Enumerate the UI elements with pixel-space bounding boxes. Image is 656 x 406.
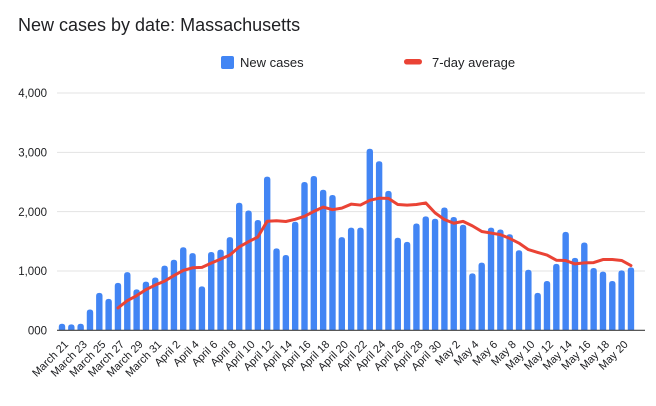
bar-april-21[interactable]: [347, 227, 355, 331]
y-tick-label: 2,000: [18, 207, 47, 219]
bar-may-11[interactable]: [534, 292, 541, 331]
bar-april-14[interactable]: [282, 254, 290, 331]
bar-may-16[interactable]: [581, 242, 588, 331]
bar-april-4[interactable]: [189, 253, 196, 331]
bar-may-4[interactable]: [469, 273, 476, 331]
bar-april-29[interactable]: [422, 216, 429, 331]
bar-april-12[interactable]: [263, 176, 271, 331]
bar-april-8[interactable]: [226, 237, 234, 331]
bar-april-25[interactable]: [385, 190, 392, 331]
bar-april-10[interactable]: [245, 210, 252, 331]
bar-may-2[interactable]: [450, 216, 457, 331]
bar-march-26[interactable]: [105, 298, 112, 331]
bar-may-5[interactable]: [478, 262, 485, 331]
bar-may-3[interactable]: [459, 224, 467, 331]
y-tick-label: 4,000: [18, 88, 47, 100]
bar-march-22[interactable]: [68, 324, 75, 331]
bar-april-1[interactable]: [161, 265, 168, 331]
bar-may-18[interactable]: [599, 271, 607, 331]
bar-april-18[interactable]: [319, 189, 327, 331]
bar-april-23[interactable]: [366, 148, 373, 331]
bar-april-30[interactable]: [431, 218, 439, 331]
bar-april-2[interactable]: [170, 259, 178, 331]
new-cases-swatch-icon: [221, 56, 234, 69]
bar-march-29[interactable]: [133, 289, 140, 331]
y-tick-label: 1,000: [18, 266, 47, 278]
bar-april-24[interactable]: [375, 161, 383, 331]
y-tick-label: 3,000: [18, 148, 47, 160]
bar-april-26[interactable]: [394, 237, 401, 331]
seven-day-average-legend-label: 7-day average: [432, 55, 515, 70]
bar-may-6[interactable]: [487, 227, 495, 331]
bar-may-20[interactable]: [618, 270, 625, 331]
bar-april-27[interactable]: [403, 241, 411, 331]
bar-april-5[interactable]: [198, 286, 206, 331]
bar-may-19[interactable]: [609, 281, 616, 331]
bar-april-3[interactable]: [180, 247, 187, 331]
bar-march-31[interactable]: [152, 277, 159, 331]
bar-may-12[interactable]: [543, 281, 551, 331]
bar-april-11[interactable]: [254, 219, 262, 331]
bar-april-13[interactable]: [273, 248, 280, 331]
bar-may-1[interactable]: [441, 207, 448, 331]
legend: New cases 7-day average: [221, 55, 515, 70]
bar-march-25[interactable]: [96, 292, 103, 331]
bar-april-22[interactable]: [357, 227, 364, 331]
bar-may-17[interactable]: [590, 268, 597, 331]
y-tick-label: 000: [28, 326, 47, 338]
new-cases-bars: [58, 148, 635, 331]
y-axis-tick-labels: 4,000 3,000 2,000 1,000 000: [18, 88, 47, 337]
bar-march-21[interactable]: [58, 323, 66, 331]
bar-april-28[interactable]: [413, 223, 420, 331]
bar-march-30[interactable]: [142, 281, 150, 331]
bar-april-15[interactable]: [291, 221, 299, 331]
bar-march-23[interactable]: [77, 323, 84, 331]
chart-title: New cases by date: Massachusetts: [18, 15, 300, 35]
bar-may-9[interactable]: [515, 250, 523, 331]
bar-may-21[interactable]: [627, 267, 635, 331]
bar-may-8[interactable]: [506, 234, 513, 331]
bar-april-9[interactable]: [236, 202, 243, 331]
new-cases-legend-label: New cases: [240, 55, 304, 70]
seven-day-average-swatch-icon: [404, 59, 422, 65]
bar-may-14[interactable]: [562, 231, 569, 331]
seven-day-average-line: [116, 196, 633, 310]
bar-may-15[interactable]: [571, 257, 579, 331]
bar-may-10[interactable]: [525, 269, 532, 331]
bar-april-20[interactable]: [338, 237, 346, 331]
legend-item-seven-day-average: 7-day average: [404, 55, 515, 70]
bar-april-7[interactable]: [217, 249, 224, 331]
bar-april-16[interactable]: [301, 181, 308, 331]
bar-april-6[interactable]: [208, 251, 215, 331]
bar-march-24[interactable]: [86, 309, 94, 331]
legend-item-new-cases: New cases: [221, 55, 304, 70]
bar-may-13[interactable]: [553, 263, 560, 331]
bar-may-7[interactable]: [497, 229, 504, 331]
bar-april-17[interactable]: [310, 176, 318, 331]
bar-april-19[interactable]: [329, 195, 336, 331]
